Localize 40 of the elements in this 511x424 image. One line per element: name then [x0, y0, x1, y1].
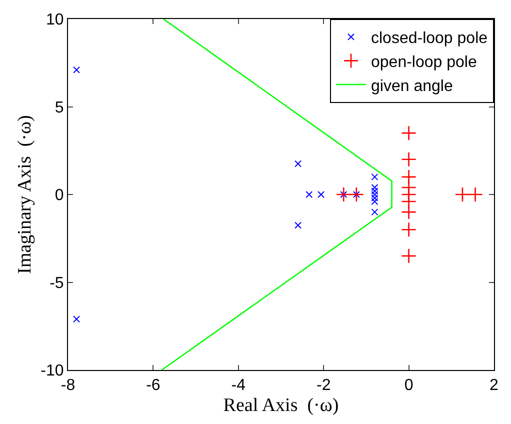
y-tick-label: 5: [54, 99, 64, 116]
x-tick-label: -6: [146, 377, 160, 394]
legend-label: open-loop pole: [371, 54, 477, 71]
legend-label: given angle: [371, 78, 453, 95]
point: [340, 191, 348, 198]
point: [401, 204, 416, 220]
point: [468, 186, 483, 202]
x-tick-label: 2: [490, 377, 499, 394]
point: [371, 187, 378, 194]
point: [454, 186, 470, 202]
point: [401, 222, 416, 238]
point: [352, 191, 360, 198]
x-tick-label: -2: [316, 377, 331, 394]
point: [371, 191, 378, 198]
point: [73, 316, 80, 323]
point: [73, 66, 80, 74]
x-tick-label: 0: [404, 377, 414, 394]
point: [348, 186, 364, 202]
y-tick-label: -5: [50, 274, 64, 292]
point: [401, 125, 416, 141]
x-axis-title: Real Axis (·ω): [223, 395, 339, 416]
point: [318, 191, 325, 198]
y-tick-label: -10: [40, 362, 64, 380]
x-tick-label: -4: [231, 377, 246, 394]
x-tick-label: -8: [60, 377, 76, 394]
legend-label: closed-loop pole: [371, 30, 488, 48]
y-tick-label: 10: [46, 12, 64, 29]
point: [371, 198, 378, 206]
point: [371, 184, 378, 191]
point: [306, 191, 313, 198]
point: [336, 186, 352, 202]
y-tick-label: 0: [54, 187, 64, 204]
point: [401, 248, 416, 264]
point: [371, 208, 378, 216]
point: [294, 222, 302, 229]
point: [401, 152, 416, 168]
point: [294, 160, 302, 168]
point: [371, 173, 378, 180]
point: [371, 194, 378, 202]
y-axis-title: Imaginary Axis (·ω): [14, 115, 36, 274]
